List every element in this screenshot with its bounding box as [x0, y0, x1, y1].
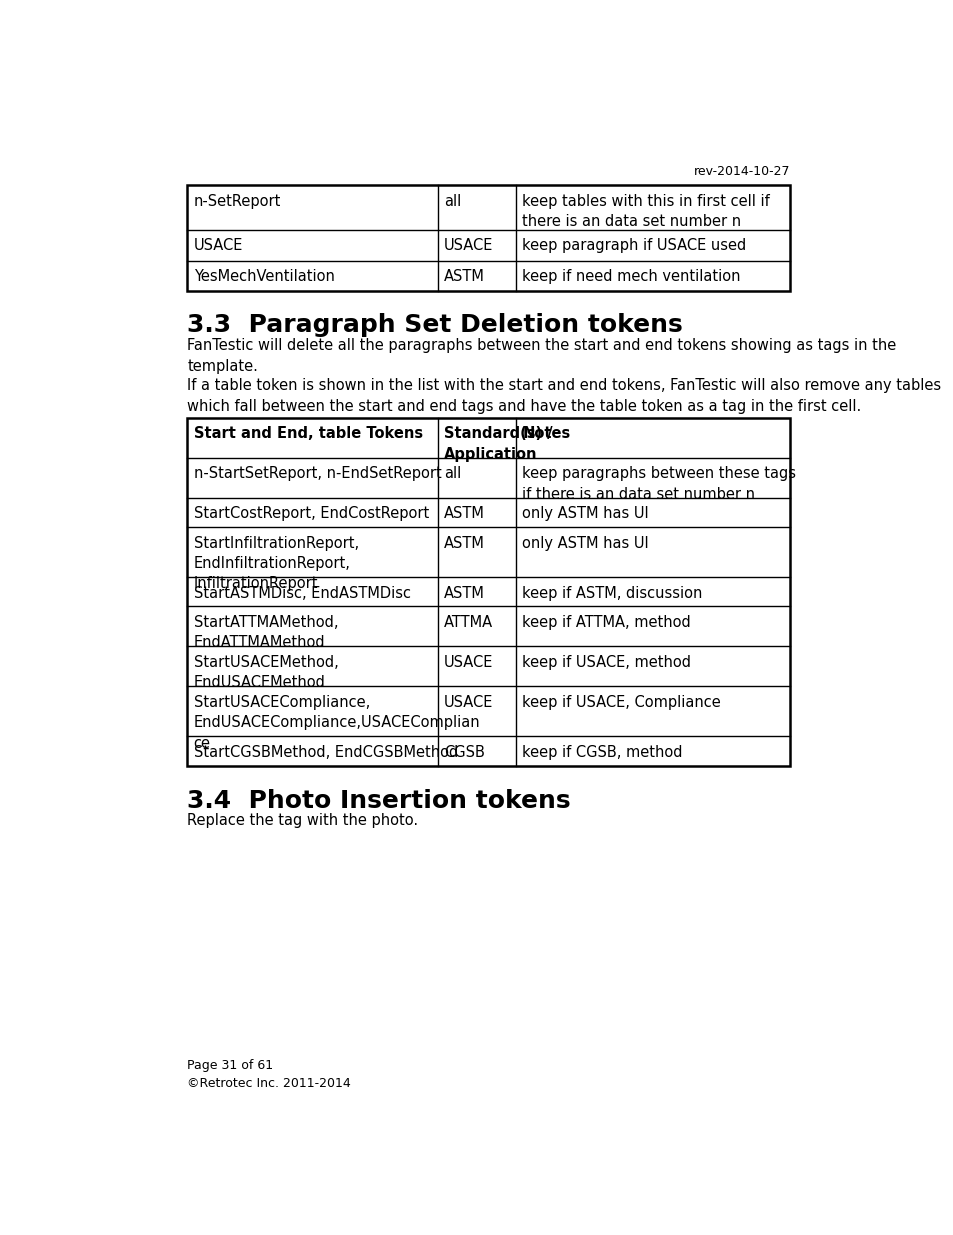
- Text: YesMechVentilation: YesMechVentilation: [193, 269, 335, 284]
- Text: If a table token is shown in the list with the start and end tokens, FanTestic w: If a table token is shown in the list wi…: [187, 378, 941, 414]
- Text: ASTM: ASTM: [443, 506, 484, 521]
- Text: n-StartSetReport, n-EndSetReport: n-StartSetReport, n-EndSetReport: [193, 466, 441, 482]
- Text: keep if need mech ventilation: keep if need mech ventilation: [521, 269, 740, 284]
- Text: StartCGSBMethod, EndCGSBMethod: StartCGSBMethod, EndCGSBMethod: [193, 745, 457, 760]
- Text: ATTMA: ATTMA: [443, 615, 493, 630]
- Text: keep if ASTM, discussion: keep if ASTM, discussion: [521, 585, 702, 600]
- Text: USACE: USACE: [193, 238, 243, 253]
- Text: USACE: USACE: [443, 655, 493, 669]
- Text: keep paragraphs between these tags
if there is an data set number n: keep paragraphs between these tags if th…: [521, 466, 796, 501]
- Text: only ASTM has UI: only ASTM has UI: [521, 536, 648, 551]
- Text: 3.4  Photo Insertion tokens: 3.4 Photo Insertion tokens: [187, 789, 571, 813]
- Text: rev-2014-10-27: rev-2014-10-27: [693, 165, 790, 178]
- Text: keep if CGSB, method: keep if CGSB, method: [521, 745, 682, 760]
- Text: all: all: [443, 466, 460, 482]
- Text: keep tables with this in first cell if
there is an data set number n: keep tables with this in first cell if t…: [521, 194, 769, 228]
- Text: StartInfiltrationReport,
EndInfiltrationReport,
InfiltrationReport: StartInfiltrationReport, EndInfiltration…: [193, 536, 358, 592]
- Text: Page 31 of 61
©Retrotec Inc. 2011-2014: Page 31 of 61 ©Retrotec Inc. 2011-2014: [187, 1060, 351, 1091]
- Text: USACE: USACE: [443, 695, 493, 710]
- Text: StartASTMDisc, EndASTMDisc: StartASTMDisc, EndASTMDisc: [193, 585, 410, 600]
- Text: StartATTMAMethod,
EndATTMAMethod: StartATTMAMethod, EndATTMAMethod: [193, 615, 337, 650]
- Text: FanTestic will delete all the paragraphs between the start and end tokens showin: FanTestic will delete all the paragraphs…: [187, 337, 896, 374]
- Text: keep if USACE, Compliance: keep if USACE, Compliance: [521, 695, 720, 710]
- Text: StartCostReport, EndCostReport: StartCostReport, EndCostReport: [193, 506, 429, 521]
- Text: Start and End, table Tokens: Start and End, table Tokens: [193, 426, 422, 441]
- Text: ASTM: ASTM: [443, 269, 484, 284]
- Text: Replace the tag with the photo.: Replace the tag with the photo.: [187, 814, 418, 829]
- Text: Notes: Notes: [521, 426, 570, 441]
- Text: keep paragraph if USACE used: keep paragraph if USACE used: [521, 238, 746, 253]
- Text: n-SetReport: n-SetReport: [193, 194, 281, 209]
- Text: CGSB: CGSB: [443, 745, 484, 760]
- Text: Standard(s) /
Application: Standard(s) / Application: [443, 426, 552, 462]
- Text: 3.3  Paragraph Set Deletion tokens: 3.3 Paragraph Set Deletion tokens: [187, 312, 682, 337]
- Text: only ASTM has UI: only ASTM has UI: [521, 506, 648, 521]
- Text: keep if USACE, method: keep if USACE, method: [521, 655, 691, 669]
- Text: USACE: USACE: [443, 238, 493, 253]
- Text: all: all: [443, 194, 460, 209]
- Text: ASTM: ASTM: [443, 536, 484, 551]
- Text: keep if ATTMA, method: keep if ATTMA, method: [521, 615, 690, 630]
- Bar: [187, 185, 790, 291]
- Text: StartUSACEMethod,
EndUSACEMethod: StartUSACEMethod, EndUSACEMethod: [193, 655, 338, 690]
- Bar: [187, 417, 790, 766]
- Text: StartUSACECompliance,
EndUSACECompliance,USACEComplian
ce: StartUSACECompliance, EndUSACECompliance…: [193, 695, 479, 751]
- Text: ASTM: ASTM: [443, 585, 484, 600]
